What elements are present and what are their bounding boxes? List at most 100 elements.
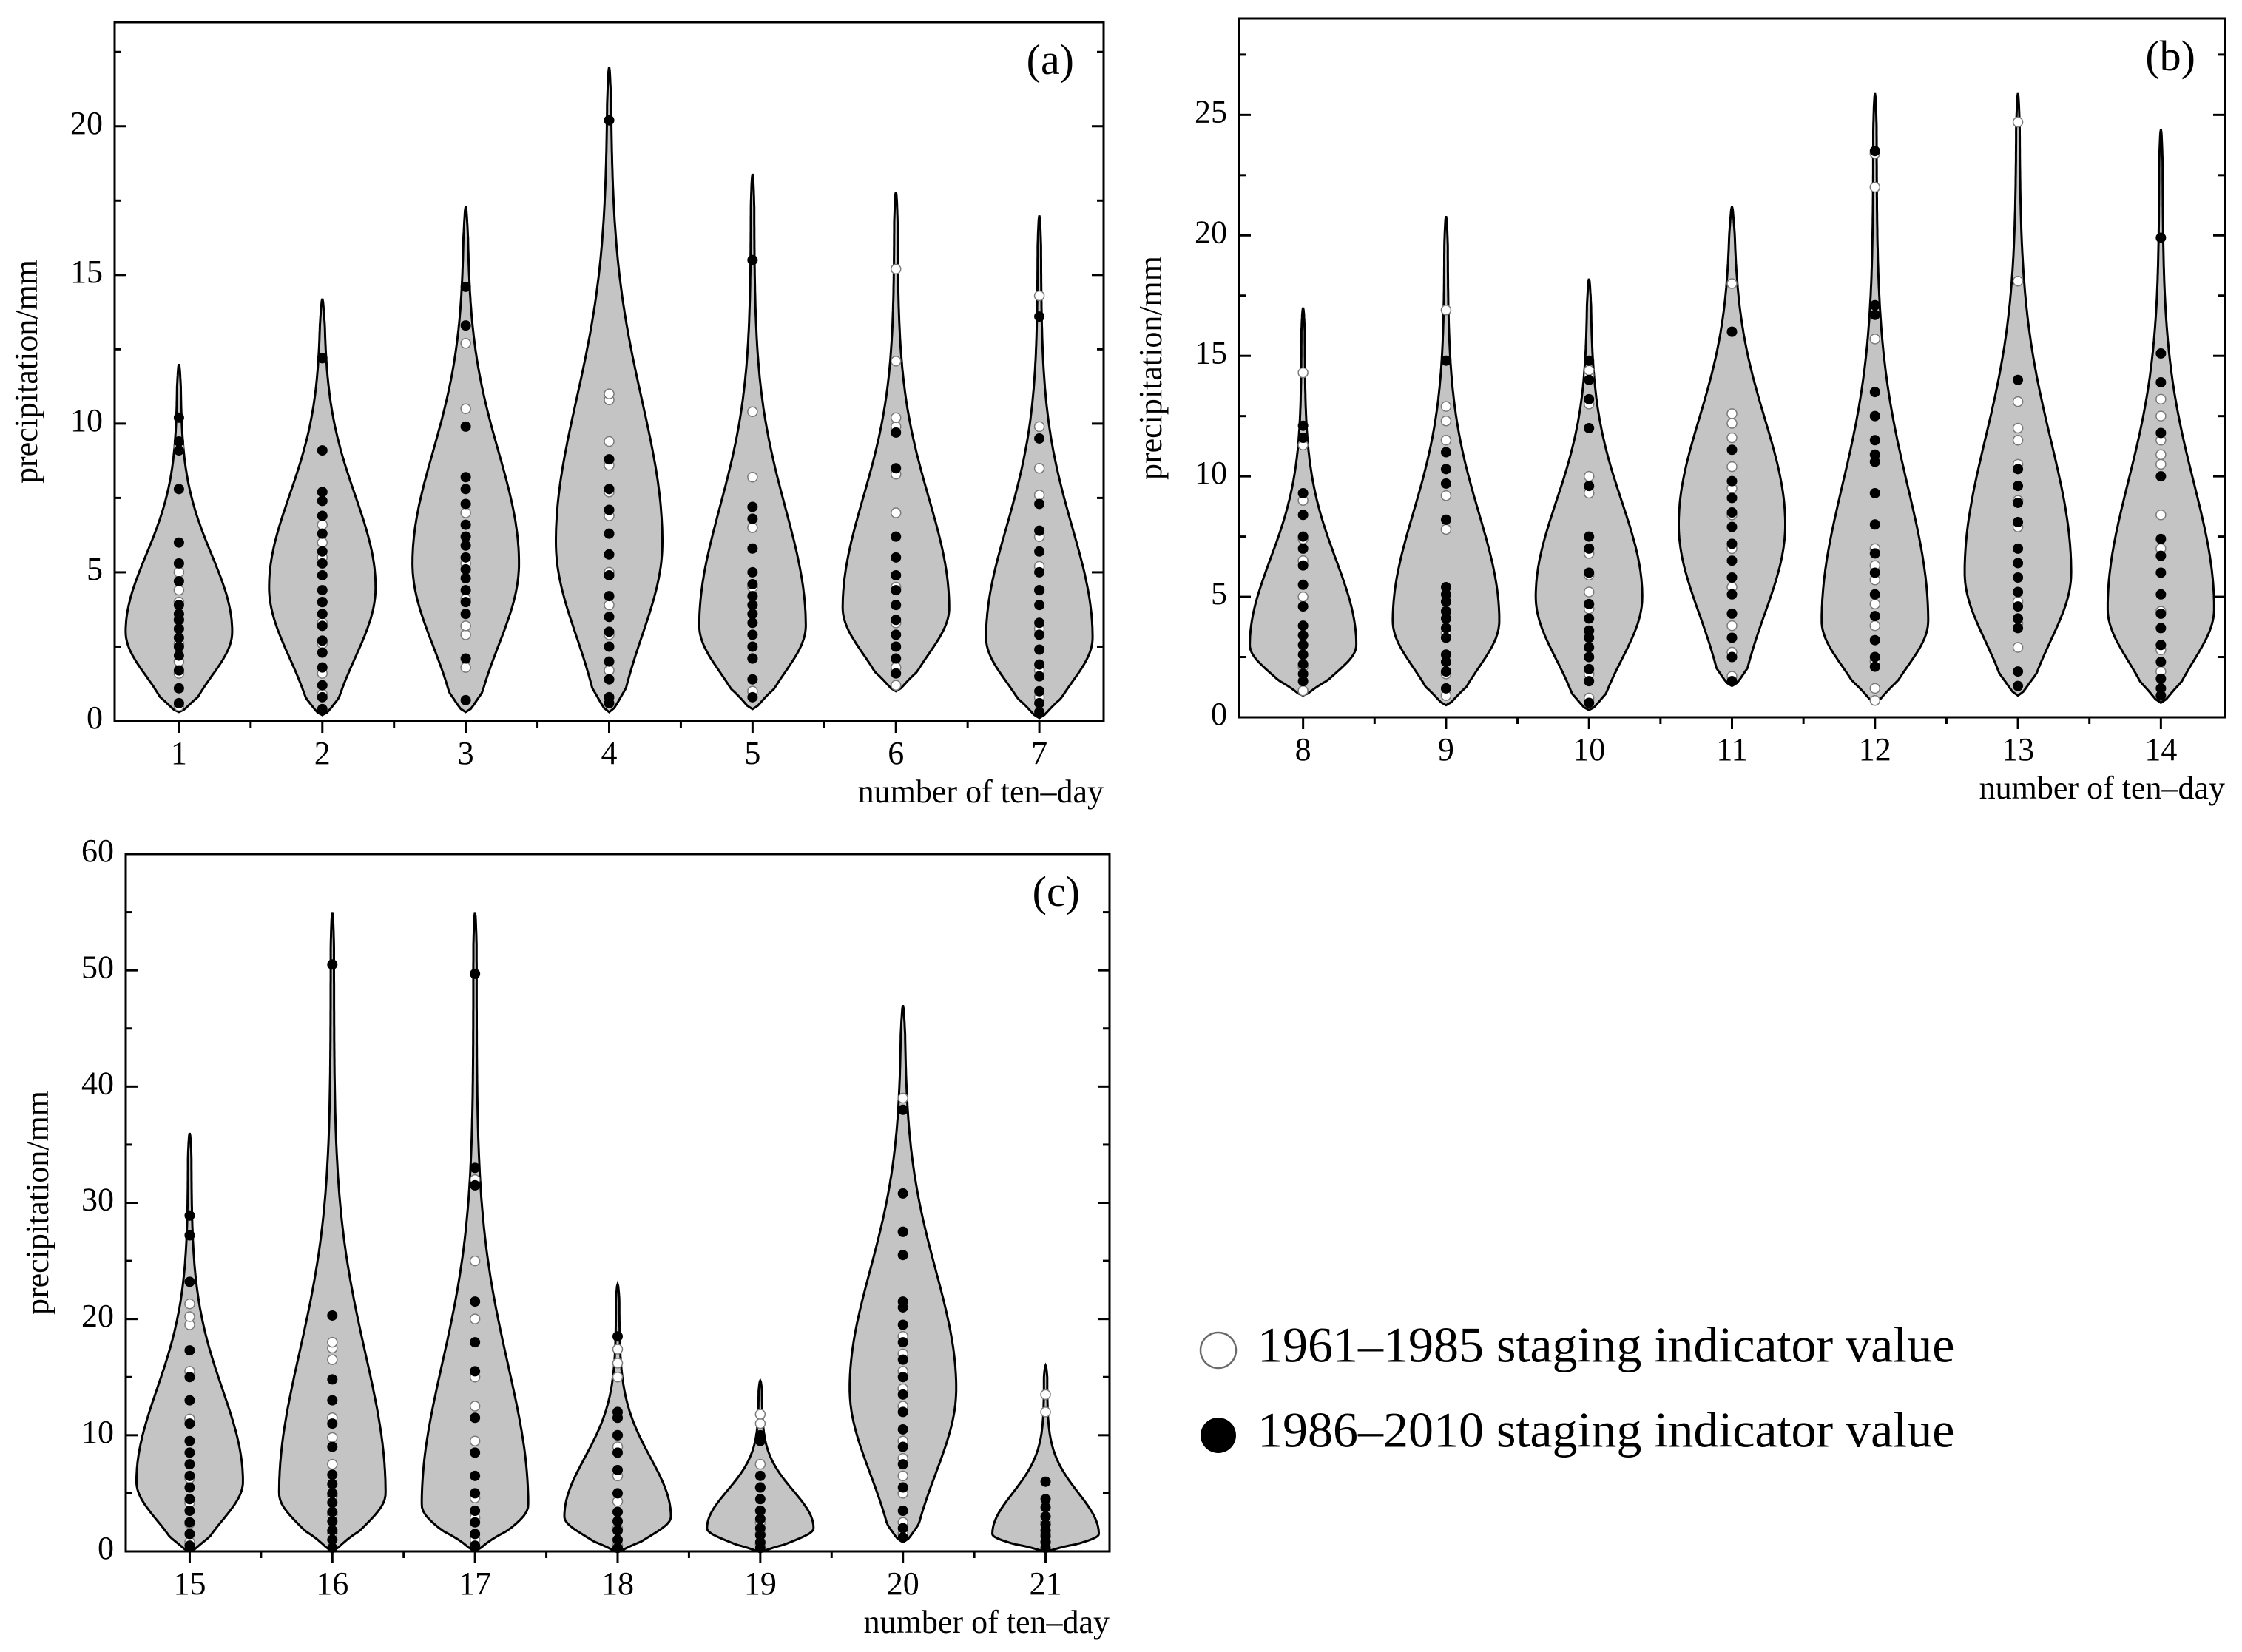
legend-marker-1986-2010 <box>1201 1418 1236 1453</box>
x-tick-label: 12 <box>1859 731 1891 768</box>
point-1986-2010 <box>1034 659 1045 670</box>
point-1986-2010 <box>1297 531 1309 542</box>
point-1986-2010 <box>604 641 615 652</box>
point-1986-2010 <box>2013 558 2024 569</box>
point-1986-2010 <box>1726 507 1738 518</box>
point-1986-2010 <box>460 585 471 596</box>
point-1986-2010 <box>604 569 615 580</box>
point-1961-1985 <box>184 1311 195 1322</box>
point-1986-2010 <box>460 531 471 542</box>
point-1961-1985 <box>1040 1389 1051 1401</box>
point-1986-2010 <box>1297 620 1309 632</box>
point-1986-2010 <box>317 609 328 620</box>
point-1986-2010 <box>470 1488 481 1499</box>
point-1961-1985 <box>1869 334 1881 345</box>
point-1986-2010 <box>2013 613 2024 624</box>
point-1961-1985 <box>1297 367 1309 379</box>
point-1986-2010 <box>2013 481 2024 492</box>
point-1961-1985 <box>754 1409 766 1420</box>
point-1986-2010 <box>184 1447 195 1458</box>
y-tick-label: 50 <box>81 949 114 985</box>
point-1961-1985 <box>604 599 615 611</box>
point-1986-2010 <box>1869 519 1880 530</box>
point-1986-2010 <box>2155 533 2167 544</box>
point-1986-2010 <box>1440 666 1451 677</box>
point-1986-2010 <box>460 563 471 575</box>
point-1961-1985 <box>1726 461 1738 473</box>
point-1986-2010 <box>470 1162 481 1174</box>
point-1986-2010 <box>897 1441 908 1452</box>
point-1986-2010 <box>327 1469 338 1480</box>
point-1961-1985 <box>1440 401 1452 412</box>
point-1986-2010 <box>327 1534 338 1546</box>
point-1986-2010 <box>891 668 902 679</box>
point-1986-2010 <box>1869 146 1880 157</box>
point-1986-2010 <box>1440 514 1451 525</box>
point-1986-2010 <box>2155 589 2167 600</box>
point-1986-2010 <box>2013 374 2024 385</box>
point-1986-2010 <box>460 609 471 620</box>
point-1986-2010 <box>317 647 328 658</box>
point-1986-2010 <box>317 528 328 539</box>
point-1986-2010 <box>897 1337 908 1348</box>
point-1986-2010 <box>1584 393 1595 404</box>
point-1986-2010 <box>612 1331 623 1342</box>
point-1986-2010 <box>2013 680 2024 691</box>
point-1986-2010 <box>1726 589 1738 600</box>
x-tick-label: 14 <box>2144 731 2177 768</box>
point-1986-2010 <box>604 674 615 685</box>
point-1986-2010 <box>327 1418 338 1429</box>
point-1986-2010 <box>747 579 758 590</box>
point-1986-2010 <box>2155 640 2167 651</box>
point-1986-2010 <box>897 1104 908 1115</box>
point-1986-2010 <box>754 1482 766 1493</box>
x-tick-label: 18 <box>601 1565 634 1602</box>
point-1986-2010 <box>1034 697 1045 708</box>
point-1961-1985 <box>1033 462 1045 474</box>
point-1986-2010 <box>327 959 338 970</box>
point-1986-2010 <box>470 1517 481 1528</box>
point-1986-2010 <box>1034 546 1045 557</box>
violin-20 <box>848 1005 958 1544</box>
point-1986-2010 <box>2013 601 2024 612</box>
point-1986-2010 <box>327 1488 338 1499</box>
point-1986-2010 <box>1297 543 1309 554</box>
point-1961-1985 <box>1726 418 1738 429</box>
point-1986-2010 <box>2155 471 2167 482</box>
y-tick-label: 0 <box>87 700 103 736</box>
point-1986-2010 <box>747 501 758 512</box>
point-1986-2010 <box>747 653 758 664</box>
point-1961-1985 <box>2012 116 2024 128</box>
point-1986-2010 <box>173 412 184 423</box>
point-1986-2010 <box>1034 525 1045 536</box>
point-1986-2010 <box>612 1464 623 1475</box>
point-1986-2010 <box>1584 651 1595 663</box>
point-1986-2010 <box>327 1441 338 1452</box>
point-1986-2010 <box>1726 676 1738 687</box>
x-tick-label: 21 <box>1030 1565 1062 1602</box>
point-1961-1985 <box>747 522 758 533</box>
point-1986-2010 <box>184 1210 195 1221</box>
x-tick-label: 13 <box>2002 731 2034 768</box>
point-1961-1985 <box>1583 365 1595 376</box>
point-1986-2010 <box>604 612 615 623</box>
point-1961-1985 <box>612 1358 624 1369</box>
point-1986-2010 <box>2013 623 2024 634</box>
point-1986-2010 <box>891 653 902 664</box>
y-tick-label: 30 <box>81 1182 114 1218</box>
point-1986-2010 <box>604 528 615 539</box>
point-1986-2010 <box>184 1395 195 1406</box>
point-1986-2010 <box>1584 355 1595 366</box>
point-1986-2010 <box>891 615 902 626</box>
point-1961-1985 <box>612 1372 624 1383</box>
point-1986-2010 <box>460 484 471 495</box>
point-1961-1985 <box>890 507 902 518</box>
y-axis-title: precipitation/mm <box>8 260 44 484</box>
point-1986-2010 <box>2155 232 2167 243</box>
point-1986-2010 <box>1726 651 1738 663</box>
x-tick-label: 8 <box>1295 731 1311 768</box>
point-1986-2010 <box>1869 309 1880 320</box>
point-1961-1985 <box>1033 421 1045 433</box>
